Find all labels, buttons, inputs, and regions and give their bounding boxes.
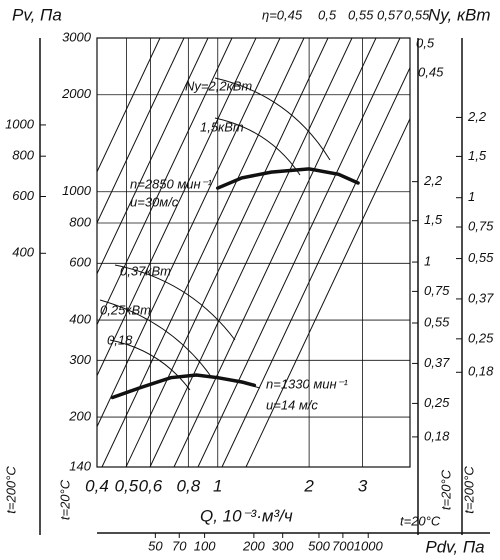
annotation: 0,5 xyxy=(318,7,337,22)
efficiency-line xyxy=(97,38,281,428)
extra-tick-label: 0,75 xyxy=(424,283,450,298)
x-tick-label: 2 xyxy=(303,476,314,495)
efficiency-line xyxy=(149,38,353,467)
efficiency-lines xyxy=(97,38,410,467)
pdv-tick-label: 70 xyxy=(172,538,187,553)
annotation: n=2850 мин⁻¹ xyxy=(130,176,213,191)
left-inner-temp: t=20°C xyxy=(57,479,72,520)
efficiency-line xyxy=(97,38,209,275)
annotation: 0,45 xyxy=(418,64,444,79)
extra-tick-label: 0,18 xyxy=(424,428,450,443)
x-tick-label: 3 xyxy=(358,476,368,495)
annotation: 0,55 xyxy=(348,7,374,22)
pdv-tick-label: 1000 xyxy=(354,538,384,553)
annotation: Ny=2,2кВт xyxy=(185,78,252,93)
annotation: 0,37кВт xyxy=(120,263,171,278)
x-tick-label: 1 xyxy=(213,476,222,495)
annotation: 0,25кВт xyxy=(100,302,151,317)
extra-tick-label: 0,18 xyxy=(468,364,494,379)
pdv-tick-label: 500 xyxy=(308,538,330,553)
extra-tick-label: 1,5 xyxy=(424,212,443,227)
y-axis-title: Pv, Па xyxy=(12,5,62,24)
x-tick-label: 0,4 xyxy=(85,476,109,495)
annotation: 0,57 xyxy=(377,7,403,22)
x-tick-label: 0,8 xyxy=(177,476,201,495)
x-axis-title: Q, 10⁻³·м³/ч xyxy=(200,506,293,525)
x-tick-label: 0,6 xyxy=(139,476,163,495)
efficiency-line xyxy=(245,117,410,467)
y-tick-label: 3000 xyxy=(62,29,92,44)
axis-title: t=200°C xyxy=(3,466,18,514)
extra-tick-label: 800 xyxy=(12,148,34,163)
extra-tick-label: 2,2 xyxy=(423,173,443,188)
performance-curve xyxy=(110,373,257,400)
annotation: 1,5кВт xyxy=(200,119,244,134)
y-tick-label: 200 xyxy=(68,409,91,424)
extra-tick-label: 2,2 xyxy=(467,109,487,124)
extra-tick-label: 1 xyxy=(468,189,475,204)
annotation: u=14 м/с xyxy=(266,397,318,412)
efficiency-line xyxy=(221,66,410,467)
y-tick-label: 800 xyxy=(69,214,91,229)
y-tick-label: 600 xyxy=(69,255,91,270)
pdv-tick-label: 700 xyxy=(332,538,354,553)
efficiency-line xyxy=(97,38,233,326)
y-tick-label: 400 xyxy=(69,311,91,326)
y-tick-label: 1000 xyxy=(62,183,92,198)
extra-tick-label: 0,37 xyxy=(468,290,494,305)
annotation: 0,18 xyxy=(107,332,133,347)
axis-title: t=200°C xyxy=(461,466,476,514)
bottom-temp-label: t=20°C xyxy=(400,513,441,528)
performance-curve xyxy=(216,167,360,190)
annotation: 0,55 xyxy=(404,7,430,22)
extra-tick-label: 0,25 xyxy=(468,330,494,345)
y-tick-label: 300 xyxy=(69,352,91,367)
annotation: 0,5 xyxy=(416,35,435,50)
pdv-tick-label: 50 xyxy=(148,538,163,553)
extra-tick-label: 0,55 xyxy=(424,314,450,329)
pdv-tick-label: 100 xyxy=(194,538,216,553)
x-tick-label: 0,5 xyxy=(115,476,139,495)
annotation: η=0,45 xyxy=(262,7,303,22)
extra-tick-label: 1 xyxy=(424,253,431,268)
pdv-tick-label: 300 xyxy=(272,538,294,553)
extra-tick-label: 0,55 xyxy=(468,250,494,265)
efficiency-line xyxy=(197,38,401,467)
plot-frame xyxy=(96,37,411,468)
efficiency-line xyxy=(97,38,257,377)
axis-title: t=20°C xyxy=(438,469,453,510)
extra-tick-label: 0,25 xyxy=(424,395,450,410)
y-tick-label: 140 xyxy=(69,458,91,473)
extra-tick-label: 0,75 xyxy=(468,218,494,233)
y-tick-label: 2000 xyxy=(61,86,92,101)
efficiency-line xyxy=(125,38,329,467)
efficiency-line xyxy=(173,38,377,467)
extra-tick-label: 1000 xyxy=(5,116,35,131)
axis-title: Pdv, Па xyxy=(425,537,484,556)
extra-tick-label: 400 xyxy=(12,245,34,260)
extra-tick-label: 1,5 xyxy=(468,148,487,163)
pdv-tick-label: 200 xyxy=(242,538,265,553)
annotation: u=30м/с xyxy=(130,194,179,209)
annotation: n=1330 мин⁻¹ xyxy=(266,376,349,391)
efficiency-line xyxy=(101,38,305,467)
extra-tick-label: 600 xyxy=(12,188,34,203)
extra-tick-label: 0,37 xyxy=(424,355,450,370)
y2-axis-title: Ny, кВт xyxy=(428,5,491,24)
